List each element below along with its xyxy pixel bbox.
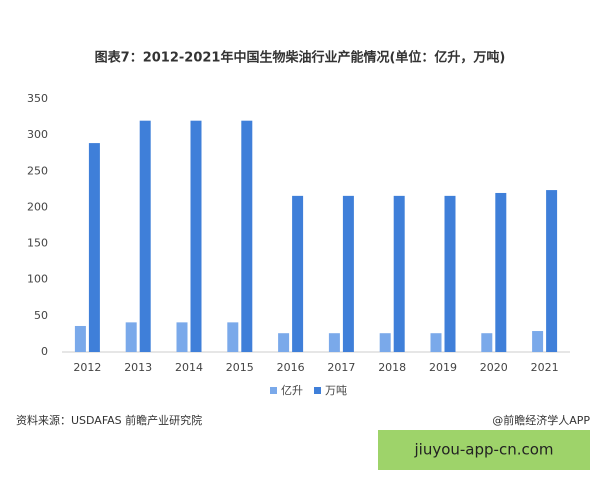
overlay-box: [378, 430, 590, 470]
legend-swatch: [270, 387, 277, 394]
y-tick-label: 100: [27, 273, 48, 286]
x-tick-label: 2017: [327, 361, 355, 374]
y-tick-label: 200: [27, 200, 48, 213]
credit: @前瞻经济学人APP: [492, 413, 590, 427]
legend-label: 亿升: [281, 384, 303, 397]
legend-swatch: [314, 387, 321, 394]
bar: [430, 333, 442, 352]
x-tick-label: 2018: [378, 361, 406, 374]
y-tick-label: 50: [34, 309, 48, 322]
bar: [139, 120, 151, 352]
bar: [481, 333, 493, 352]
source-note: 资料来源：USDAFAS 前瞻产业研究院: [16, 413, 202, 427]
bar: [532, 331, 544, 352]
x-tick-label: 2015: [226, 361, 254, 374]
bar: [328, 333, 340, 352]
x-tick-label: 2014: [175, 361, 203, 374]
bar: [190, 120, 202, 352]
y-tick-label: 150: [27, 237, 48, 250]
bar: [74, 325, 86, 352]
bar: [379, 333, 391, 352]
y-tick-label: 0: [41, 345, 48, 358]
y-tick-label: 350: [27, 92, 48, 105]
bar: [444, 195, 456, 352]
bar: [241, 120, 253, 352]
bar: [393, 195, 405, 352]
bar: [88, 143, 100, 352]
bar: [546, 190, 558, 352]
chart-title: 图表7：2012-2021年中国生物柴油行业产能情况(单位：亿升，万吨): [95, 50, 506, 66]
x-tick-label: 2020: [480, 361, 508, 374]
bar: [278, 333, 290, 352]
x-tick-label: 2013: [124, 361, 152, 374]
bar: [125, 322, 137, 352]
bar: [292, 195, 304, 352]
bar: [342, 195, 354, 352]
legend-label: 万吨: [325, 384, 347, 397]
y-tick-label: 250: [27, 164, 48, 177]
overlay-text: jiuyou-app-cn.com: [413, 441, 553, 459]
x-tick-label: 2016: [277, 361, 305, 374]
y-tick-label: 300: [27, 128, 48, 141]
bar: [227, 322, 239, 352]
bar: [495, 192, 507, 352]
x-tick-label: 2021: [531, 361, 559, 374]
x-tick-label: 2012: [73, 361, 101, 374]
bar: [176, 322, 188, 352]
x-tick-label: 2019: [429, 361, 457, 374]
